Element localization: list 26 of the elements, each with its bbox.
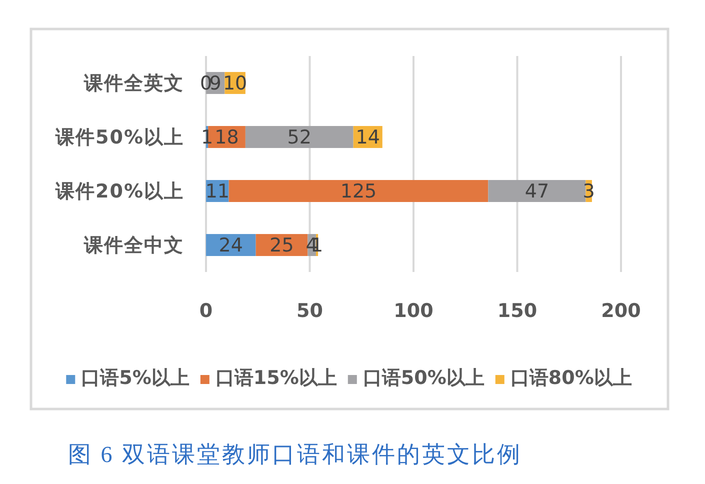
data-label: 11 bbox=[205, 180, 230, 203]
bar bbox=[488, 180, 586, 202]
legend-label: 口语50%以上 bbox=[362, 367, 484, 389]
bar bbox=[228, 180, 488, 202]
data-label: 125 bbox=[340, 180, 377, 203]
x-tick-label: 100 bbox=[394, 300, 434, 322]
y-tick-label: 课件50%以上 bbox=[54, 126, 184, 149]
data-label: 24 bbox=[218, 234, 243, 257]
y-tick-label: 课件全中文 bbox=[83, 234, 184, 257]
x-tick-label: 150 bbox=[497, 300, 538, 322]
data-label: 25 bbox=[270, 234, 294, 257]
legend-label: 口语5%以上 bbox=[81, 367, 190, 389]
legend-label: 口语15%以上 bbox=[215, 367, 337, 389]
data-label: 18 bbox=[214, 126, 239, 149]
bar bbox=[245, 126, 354, 148]
data-label: 14 bbox=[356, 126, 380, 149]
x-tick-label: 200 bbox=[601, 300, 641, 322]
y-tick-label: 课件20%以上 bbox=[54, 180, 184, 203]
legend-label: 口语80%以上 bbox=[510, 367, 632, 389]
x-tick-label: 0 bbox=[199, 300, 213, 322]
data-label: 52 bbox=[287, 126, 312, 149]
caption: 图 6 双语课堂教师口语和课件的英文比例 bbox=[68, 442, 522, 467]
data-label: 47 bbox=[524, 180, 550, 203]
y-tick-label: 课件全英文 bbox=[83, 72, 184, 95]
data-label: 1 bbox=[200, 126, 214, 149]
x-tick-label: 50 bbox=[296, 300, 323, 322]
